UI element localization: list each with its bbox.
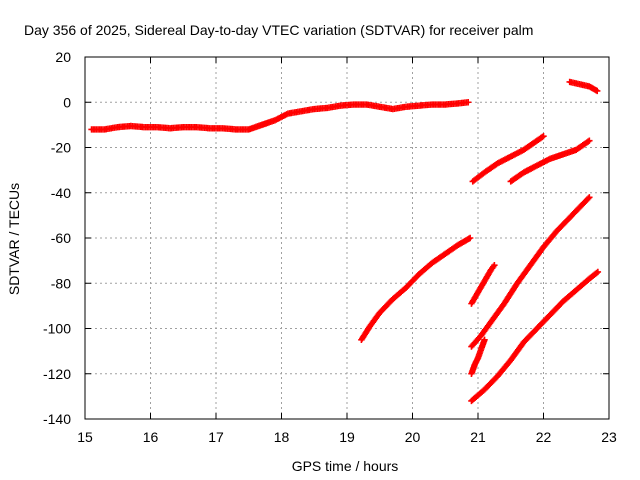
- series-arc-f: [468, 268, 602, 405]
- y-tick-label: -20: [51, 140, 71, 156]
- x-tick-label: 18: [274, 429, 290, 445]
- y-tick-label: -140: [43, 411, 71, 427]
- chart-title: Day 356 of 2025, Sidereal Day-to-day VTE…: [24, 22, 533, 38]
- data-point: [584, 138, 592, 145]
- series-arc-e: [468, 194, 593, 350]
- series-arc-c: [468, 261, 498, 307]
- data-point: [594, 268, 602, 276]
- data-point: [464, 99, 472, 106]
- grid-lines: [85, 57, 609, 419]
- data-point: [593, 269, 600, 277]
- x-tick-label: 19: [339, 429, 355, 445]
- data-point: [586, 137, 593, 144]
- data-point: [466, 234, 474, 242]
- x-tick-label: 22: [536, 429, 552, 445]
- plot-frame: [84, 56, 610, 420]
- series-arc-b: [469, 132, 547, 185]
- y-tick-label: -40: [51, 185, 71, 201]
- y-tick-label: -60: [51, 230, 71, 246]
- x-tick-label: 20: [405, 429, 421, 445]
- data-point: [491, 261, 498, 269]
- x-tick-label: 16: [143, 429, 159, 445]
- y-tick-label: 20: [55, 49, 71, 65]
- data-point: [540, 132, 547, 140]
- y-tick-label: -100: [43, 321, 71, 337]
- series-arc-main: [88, 99, 472, 133]
- data-point: [481, 336, 488, 344]
- x-tick-label: 17: [208, 429, 224, 445]
- axis-tick-labels: 15 16 17 18 19 20 21 22 23 20 0 -20 -40 -60 -80 -100 -12…: [43, 49, 617, 445]
- x-tick-label: 15: [77, 429, 93, 445]
- data-point: [585, 195, 592, 202]
- y-tick-label: 0: [63, 94, 71, 110]
- data-point: [538, 133, 546, 141]
- data-point: [594, 87, 601, 95]
- series-arc-a: [358, 234, 474, 344]
- x-tick-label: 23: [601, 429, 617, 445]
- y-axis-label: SDTVAR / TECUs: [6, 183, 22, 295]
- data-point: [586, 194, 593, 201]
- series-arc-h: [566, 78, 601, 95]
- y-tick-label: -80: [51, 275, 71, 291]
- data-marks: [88, 78, 602, 405]
- y-tick-label: -120: [43, 366, 71, 382]
- series-arc-d: [468, 336, 488, 377]
- series-arc-g: [507, 137, 593, 185]
- x-axis-label: GPS time / hours: [292, 458, 399, 474]
- x-tick-label: 21: [470, 429, 486, 445]
